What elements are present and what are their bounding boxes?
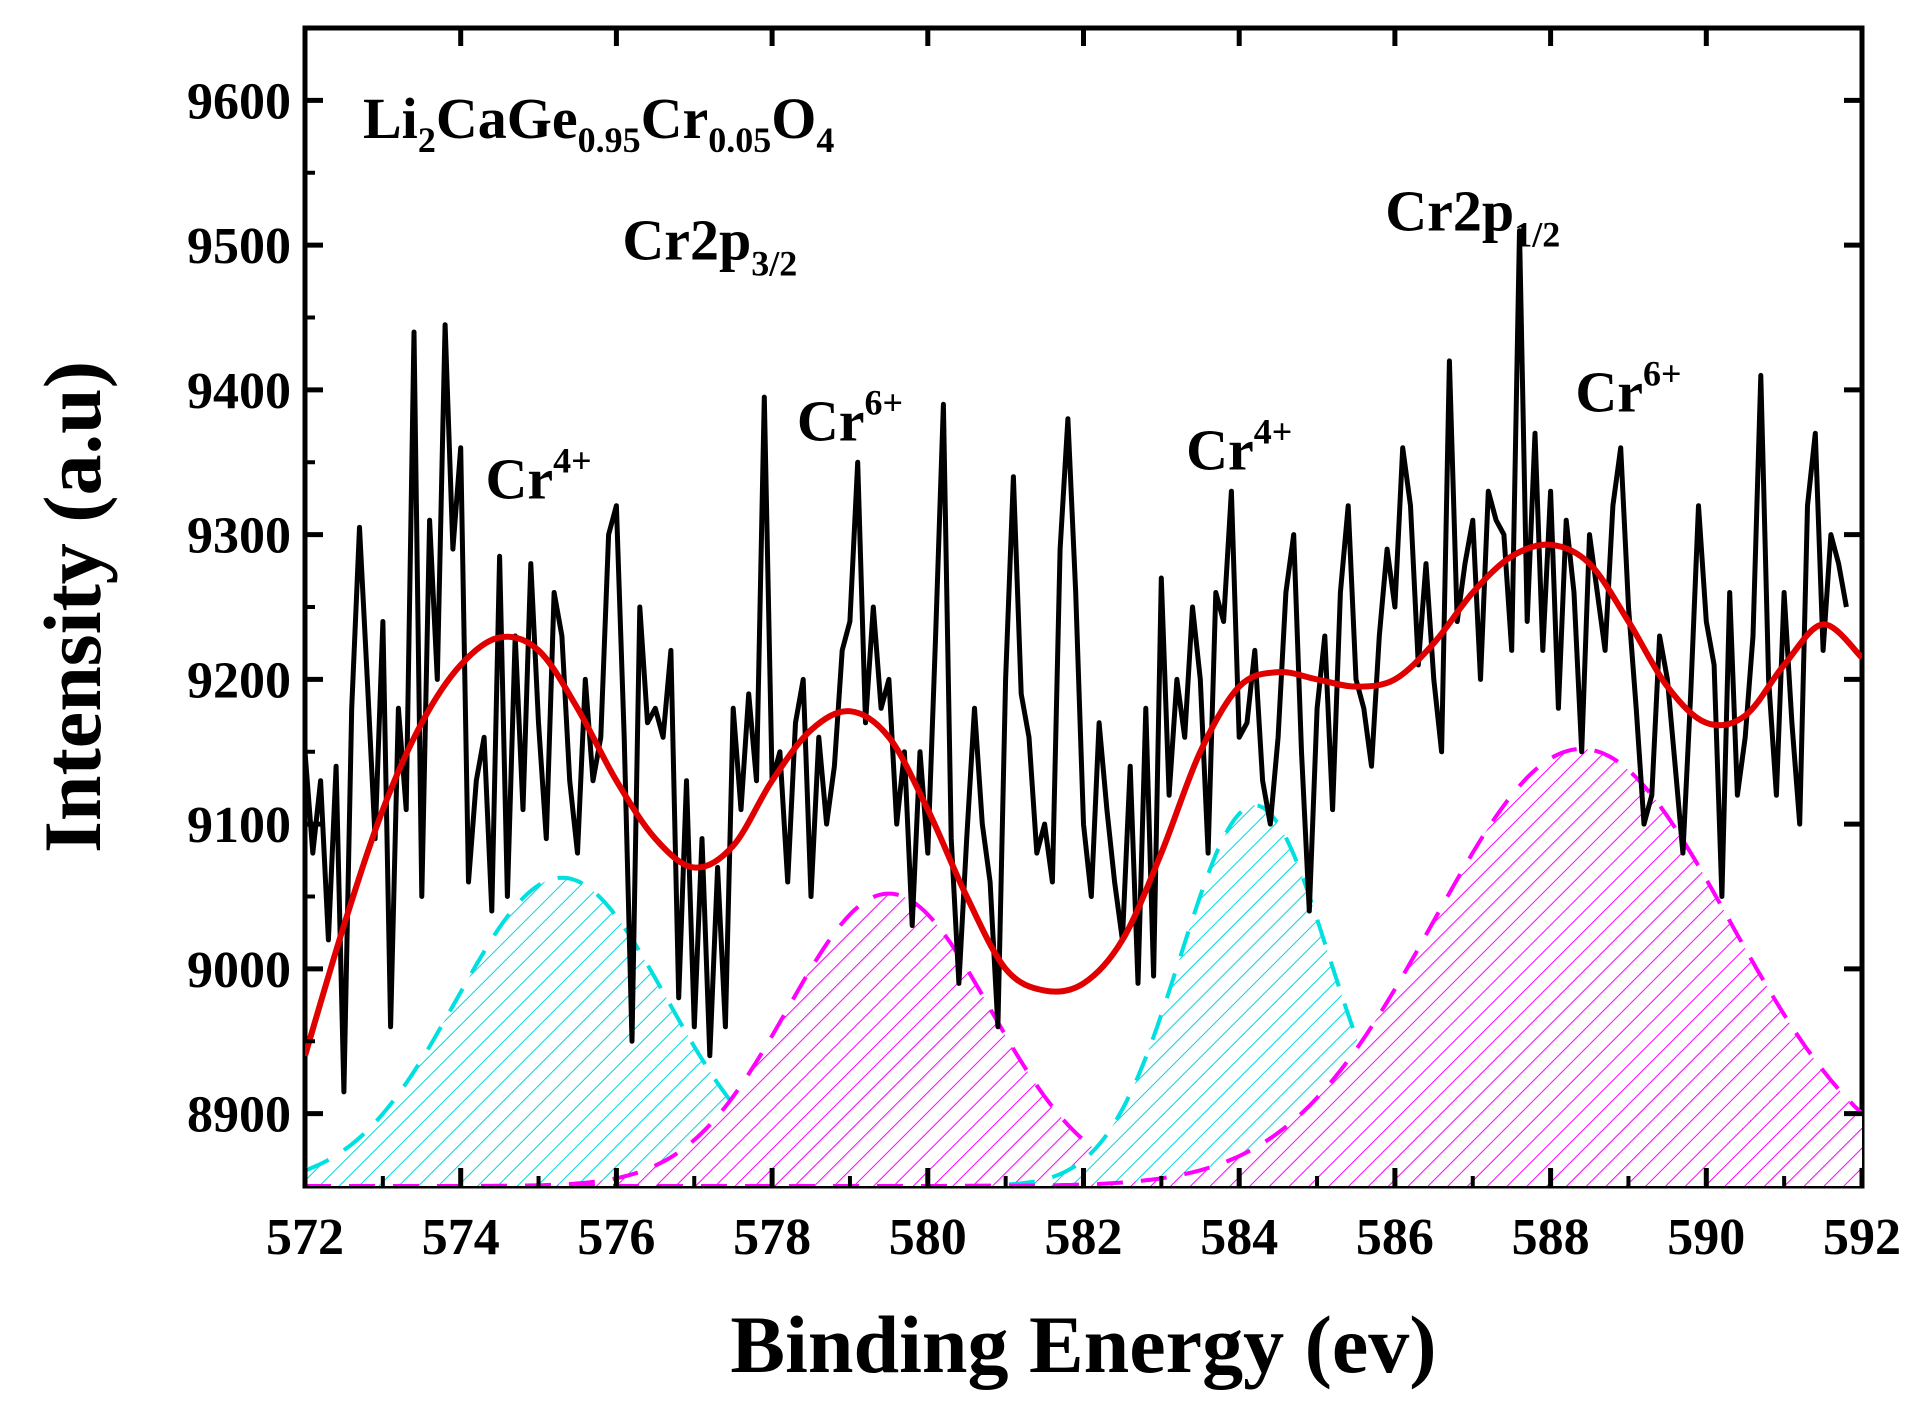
annotation-cr6b: Cr6+ [1575,354,1681,425]
annotation-superscript: 4+ [1254,411,1293,451]
fit-envelope-layer [305,541,1862,1057]
x-axis: 572 574 576 578 580 582 584 586 588 590 592 [266,28,1901,1266]
annotation-cr4b: Cr4+ [1186,411,1292,482]
annotation-main: Cr [1575,360,1643,425]
annotation-cr6a: Cr6+ [797,383,903,454]
component-outline-4 [305,746,1862,1186]
annotation-main: Cr2p [1385,179,1514,244]
x-tick-label: 586 [1356,1209,1434,1266]
x-tick-label: 592 [1823,1209,1901,1266]
x-tick-label: 578 [733,1209,811,1266]
annotation-main: Cr2p [622,208,751,273]
y-axis: 8900 9000 9100 9200 9300 9400 9500 9600 [187,73,1862,1144]
component-fill-4 [305,748,1862,1186]
component-fill-1 [305,877,1862,1186]
y-tick-label: 9100 [187,797,291,854]
y-axis-title: Intensity (a.u) [27,361,118,853]
annotation-cr2p12: Cr2p1/2 [1385,179,1560,255]
annotation-cr4a: Cr4+ [485,440,591,511]
annotation-subscript: 1/2 [1514,215,1560,255]
formula-li: Li [363,86,418,151]
formula-cr: Cr [641,86,709,151]
formula-sub-o: 4 [816,120,834,160]
annotation-subscript: 3/2 [751,244,797,284]
component-outline-1 [305,875,1862,1186]
x-tick-label: 574 [422,1209,500,1266]
formula-cage: CaGe [436,86,578,151]
raw-spectrum-line [305,228,1849,1095]
x-tick-label: 588 [1512,1209,1590,1266]
y-tick-label: 8900 [187,1087,291,1144]
y-tick-label: 9400 [187,363,291,420]
annotation-superscript: 4+ [553,440,592,480]
x-tick-label: 572 [266,1209,344,1266]
x-tick-label: 576 [577,1209,655,1266]
compound-formula: Li2CaGe0.95Cr0.05O4 [363,86,834,160]
formula-sub-cr: 0.05 [708,120,771,160]
annotation-superscript: 6+ [865,383,904,423]
annotation-main: Cr [485,446,553,511]
formula-sub-li: 2 [418,120,436,160]
x-axis-title: Binding Energy (ev) [730,1299,1436,1390]
formula-o: O [771,86,816,151]
raw-spectrum-layer [305,228,1849,1095]
annotation-cr2p32: Cr2p3/2 [622,208,797,284]
y-tick-label: 9600 [187,73,291,130]
x-tick-label: 580 [889,1209,967,1266]
y-tick-label: 9000 [187,942,291,999]
y-tick-label: 9500 [187,218,291,275]
annotation-main: Cr [1186,417,1254,482]
x-tick-label: 590 [1667,1209,1745,1266]
y-tick-label: 9200 [187,652,291,709]
formula-sub-ge: 0.95 [578,120,641,160]
annotation-superscript: 6+ [1643,354,1682,394]
annotation-main: Cr [797,389,865,454]
component-peaks [305,746,1862,1186]
y-tick-label: 9300 [187,508,291,565]
x-tick-label: 584 [1200,1209,1278,1266]
x-tick-label: 582 [1045,1209,1123,1266]
fit-envelope-line [305,541,1862,1057]
